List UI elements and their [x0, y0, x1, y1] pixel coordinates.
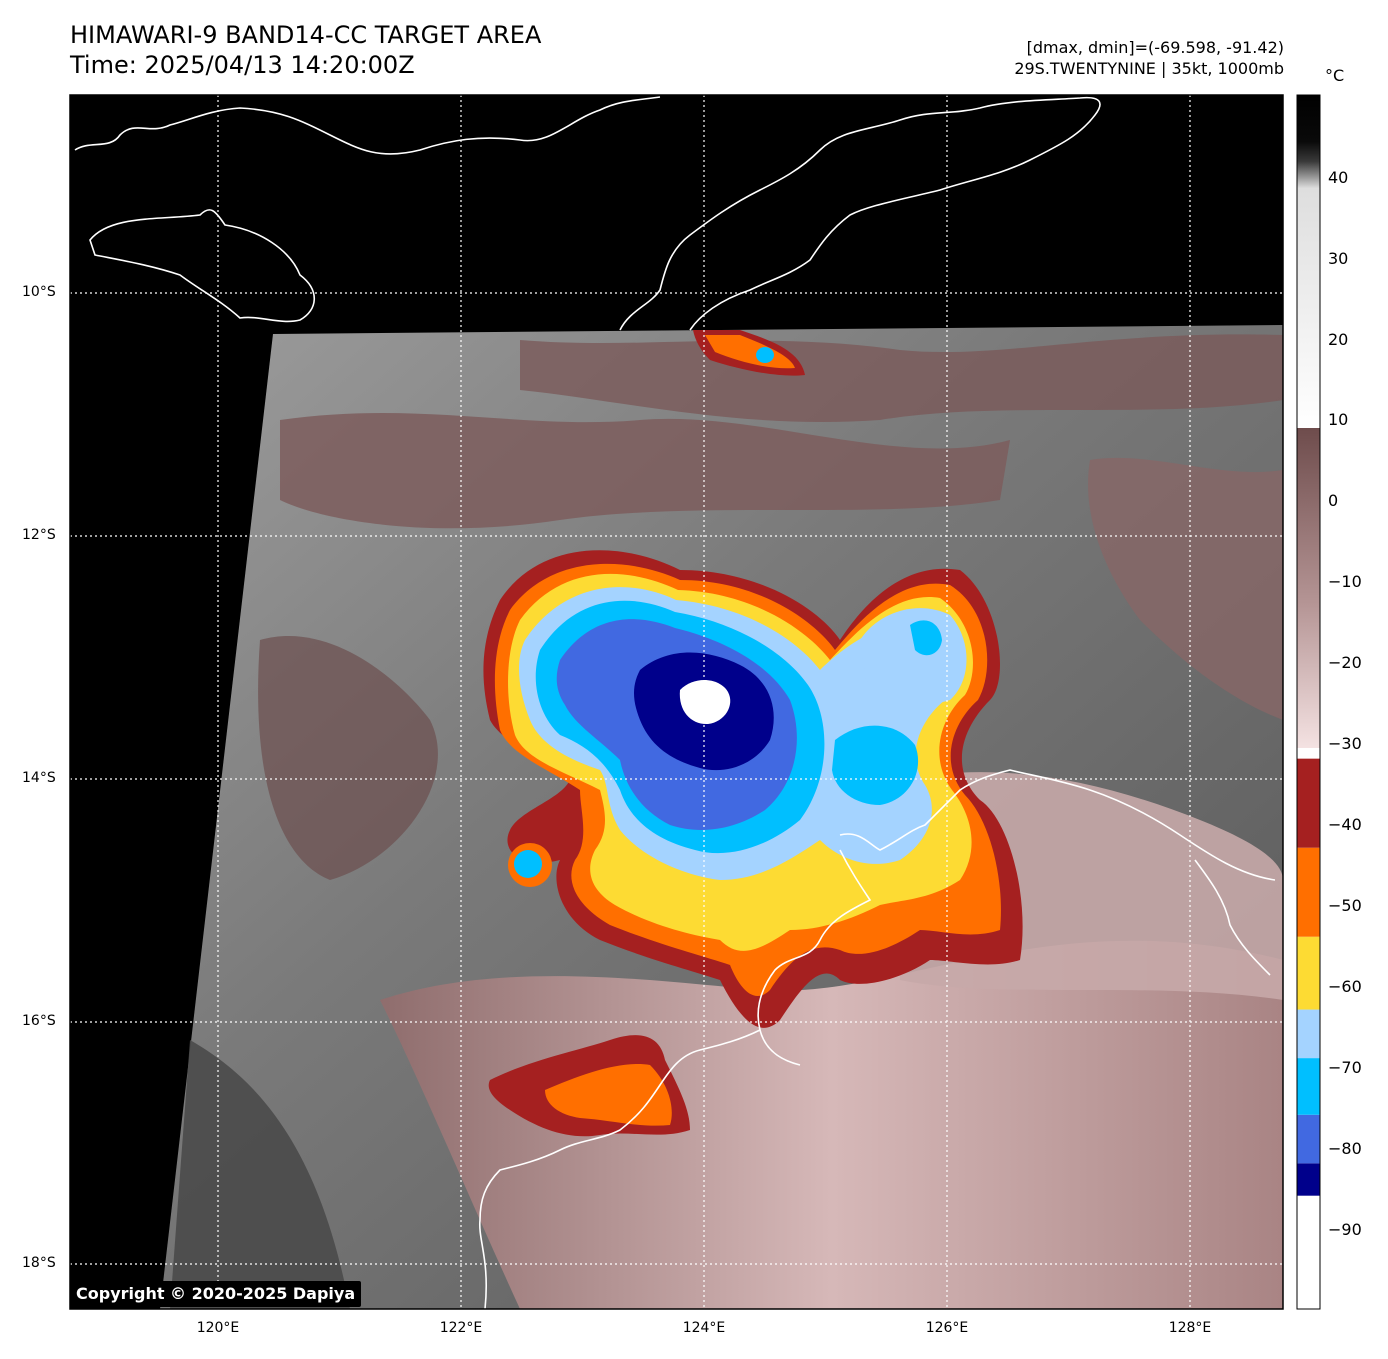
cloud-southwest — [170, 1040, 350, 1309]
south-cell-orange — [545, 1064, 672, 1126]
coastlines — [74, 96, 1276, 1309]
colorbar-tick-label: −70 — [1328, 1058, 1362, 1077]
figure-title: HIMAWARI-9 BAND14-CC TARGET AREA Time: 2… — [70, 20, 541, 80]
colorbar-unit: °C — [1325, 66, 1345, 85]
map-frame — [69, 94, 1284, 1310]
colorbar-tick-label: 0 — [1328, 491, 1339, 510]
colorbar-tick-label: −10 — [1328, 572, 1362, 591]
north-cell-cyan — [756, 347, 774, 363]
lon-label-128e: 128°E — [1168, 1320, 1212, 1336]
gridlines — [70, 95, 1283, 1309]
colorbar-band — [1297, 758, 1320, 848]
cloud-white-coldest — [679, 680, 731, 725]
warm-cloud-west — [258, 636, 438, 880]
colorbar-band — [1297, 1195, 1320, 1309]
lat-label-14s: 14°S — [22, 770, 56, 786]
lat-label-10s: 10°S — [22, 284, 56, 300]
colorbar-band — [1297, 1058, 1320, 1115]
title-line-2: Time: 2025/04/13 14:20:00Z — [70, 51, 415, 79]
colorbar-tick-label: −80 — [1328, 1139, 1362, 1158]
colorbar-band — [1297, 1114, 1320, 1164]
lon-label-120e: 120°E — [196, 1320, 240, 1336]
colorbar-cold-bands — [1297, 758, 1320, 1309]
east-cell-cyan-south — [832, 725, 919, 805]
colorbar-frame — [1296, 94, 1321, 1310]
colorbar-tick-label: 30 — [1328, 249, 1349, 268]
warm-area-south — [380, 940, 1283, 1309]
north-cell-orange — [705, 335, 795, 369]
lat-label-18s: 18°S — [22, 1255, 56, 1271]
colorbar-tick-label: −60 — [1328, 977, 1362, 996]
east-cell-cyan — [910, 620, 942, 656]
colorbar-tick-label: −20 — [1328, 653, 1362, 672]
warm-cloud-band — [280, 412, 1010, 529]
small-cell-cyan — [514, 850, 542, 878]
lon-label-122e: 122°E — [439, 1320, 483, 1336]
warm-cloud-east — [1088, 457, 1283, 720]
colorbar-tick-label: −90 — [1328, 1220, 1362, 1239]
colorbar-band — [1297, 936, 1320, 1010]
colorbar — [1296, 94, 1321, 1310]
figure-info: [dmax, dmin]=(-69.598, -91.42) 29S.TWENT… — [1014, 37, 1284, 79]
colorbar-band — [1297, 1163, 1320, 1196]
colorbar-tick-label: −40 — [1328, 815, 1362, 834]
colorbar-gray-segment — [1297, 95, 1320, 428]
colorbar-tick-label: −50 — [1328, 896, 1362, 915]
info-line-2: 29S.TWENTYNINE | 35kt, 1000mb — [1014, 59, 1284, 78]
colorbar-band — [1297, 847, 1320, 937]
lon-label-126e: 126°E — [925, 1320, 969, 1336]
colorbar-band — [1297, 1009, 1320, 1059]
lat-label-12s: 12°S — [22, 527, 56, 543]
colorbar-warm-segment — [1297, 428, 1320, 748]
lon-label-124e: 124°E — [682, 1320, 726, 1336]
colorbar-tick-label: 40 — [1328, 168, 1349, 187]
map-area — [70, 95, 1283, 1309]
colorbar-tick-label: −30 — [1328, 734, 1362, 753]
lat-label-16s: 16°S — [22, 1013, 56, 1029]
colorbar-tick-label: 20 — [1328, 330, 1349, 349]
copyright-badge: Copyright © 2020-2025 Dapiya — [70, 1281, 362, 1307]
colorbar-tick-label: 10 — [1328, 410, 1349, 429]
info-line-1: [dmax, dmin]=(-69.598, -91.42) — [1026, 38, 1284, 57]
title-line-1: HIMAWARI-9 BAND14-CC TARGET AREA — [70, 21, 542, 49]
